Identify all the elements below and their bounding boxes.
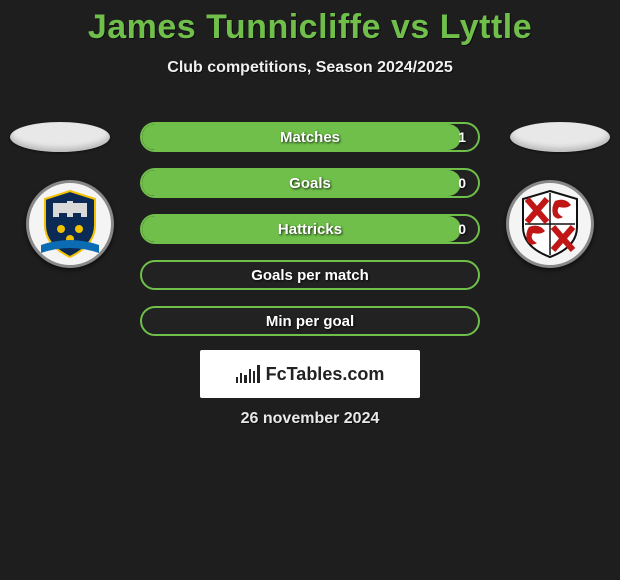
stat-label: Hattricks [142,216,478,242]
shield-icon [33,187,107,261]
branding-label: FcTables.com [266,364,385,385]
stat-label: Goals [142,170,478,196]
page-title: James Tunnicliffe vs Lyttle [0,0,620,47]
branding-badge: FcTables.com [200,350,420,398]
stat-row: Goals per match [140,260,480,290]
stat-row: Min per goal [140,306,480,336]
shield-icon [513,187,587,261]
bar-chart-icon [236,365,260,383]
player-photo-left [10,122,110,152]
stat-row: Goals0 [140,168,480,198]
stat-value: 0 [458,170,466,196]
stats-container: Matches1Goals0Hattricks0Goals per matchM… [140,122,480,352]
snapshot-date: 26 november 2024 [0,410,620,428]
club-crest-right [506,180,594,268]
stat-value: 0 [458,216,466,242]
stat-value: 1 [458,124,466,150]
club-crest-left [26,180,114,268]
stat-label: Min per goal [142,308,478,334]
stat-label: Goals per match [142,262,478,288]
player-photo-right [510,122,610,152]
stat-row: Matches1 [140,122,480,152]
stat-label: Matches [142,124,478,150]
page-subtitle: Club competitions, Season 2024/2025 [0,59,620,77]
stat-row: Hattricks0 [140,214,480,244]
